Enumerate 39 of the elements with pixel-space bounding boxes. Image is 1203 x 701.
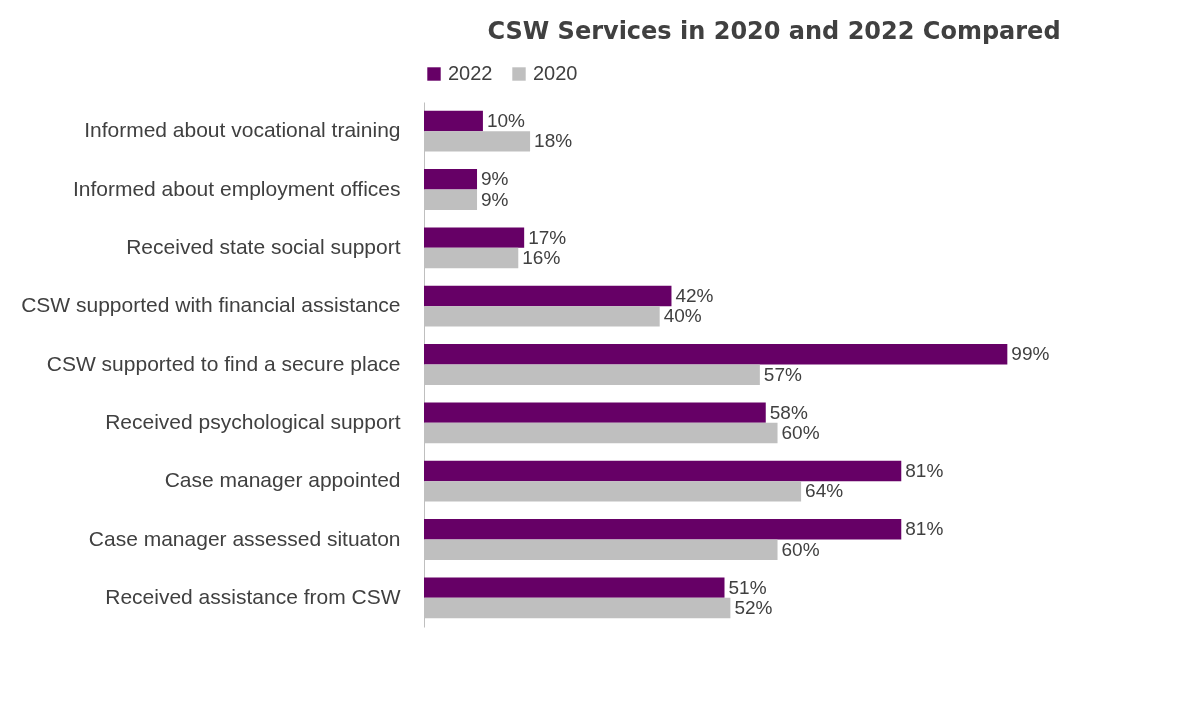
y-tick-label: Received assistance from CSW — [105, 584, 401, 608]
legend-label: 2022 — [448, 62, 493, 84]
bar — [424, 344, 1008, 365]
data-label: 60% — [781, 538, 820, 560]
data-label: 51% — [728, 576, 767, 598]
data-label: 58% — [769, 401, 808, 423]
bar — [424, 169, 478, 190]
data-label: 81% — [905, 459, 944, 481]
chart-title: CSW Services in 2020 and 2022 Compared — [487, 17, 1061, 45]
data-label: 64% — [805, 480, 844, 502]
data-label: 10% — [486, 109, 526, 131]
data-label: 9% — [481, 188, 509, 210]
bar — [424, 402, 766, 423]
bar — [424, 227, 525, 248]
bar — [424, 519, 902, 540]
y-tick-label: Case manager appointed — [164, 468, 401, 492]
data-label: 42% — [675, 284, 714, 306]
y-tick-label: Case manager assessed situaton — [88, 526, 401, 550]
data-label: 60% — [781, 422, 820, 444]
y-tick-label: Informed about vocational training — [84, 118, 401, 142]
data-label: 40% — [663, 305, 702, 327]
y-tick-label: Informed about employment offices — [72, 176, 401, 200]
data-label: 9% — [481, 168, 509, 190]
y-tick-label: CSW supported with financial assistance — [21, 293, 401, 317]
data-label: 16% — [522, 247, 561, 269]
data-label: 17% — [528, 226, 567, 248]
data-label: 18% — [534, 130, 573, 152]
data-label: 99% — [1011, 343, 1050, 365]
data-label: 57% — [763, 363, 802, 385]
y-tick-label: CSW supported to find a secure place — [46, 351, 401, 375]
y-tick-label: Received state social support — [126, 234, 401, 258]
bar — [424, 285, 672, 307]
data-label: 81% — [905, 518, 944, 540]
bar — [424, 460, 902, 482]
bar — [424, 110, 483, 132]
bar — [424, 577, 725, 598]
data-label: 52% — [734, 597, 773, 619]
y-tick-label: Received psychological support — [105, 409, 401, 433]
legend-label: 2020 — [533, 62, 578, 84]
